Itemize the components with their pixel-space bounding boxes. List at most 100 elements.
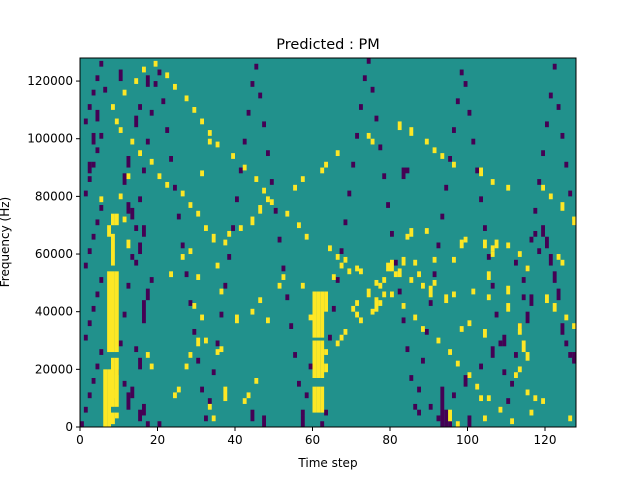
heatmap-cell-high [347,268,352,275]
heatmap-cell-low [471,138,476,145]
heatmap-cell-low [242,138,247,145]
heatmap-cell-high [506,184,511,191]
heatmap-cell-high [320,167,325,174]
heatmap-cell-high [374,279,379,286]
heatmap-cell-high [200,170,204,177]
heatmap-cell-high [324,349,328,355]
heatmap-cell-low [537,248,542,255]
heatmap-cell-low [83,334,88,341]
heatmap-cell-high [258,297,263,304]
heatmap-cell-high [517,323,522,335]
heatmap-cell-low [83,190,88,197]
heatmap-cell-high [269,199,274,206]
heatmap-cell-high [355,265,359,272]
heatmap-cell-low [289,323,294,329]
heatmap-cell-low [142,403,146,416]
heatmap-cell-high [432,279,437,286]
heatmap-cell-low [126,282,131,289]
heatmap-cell-high [432,147,437,154]
heatmap-cell-low [173,184,177,191]
heatmap-cells [80,58,576,427]
heatmap-cell-high [308,314,313,321]
heatmap-cell-low [91,377,96,384]
heatmap-cell-high [483,415,487,422]
heatmap-cell-low [417,409,421,416]
heatmap-cell-low [126,156,131,168]
heatmap-cell-high [393,271,398,278]
heatmap-cell-low [343,219,348,226]
heatmap-cell-low [362,75,367,82]
heatmap-cell-low [99,205,104,211]
heatmap-cell-low [180,242,185,249]
heatmap-cell-low [300,415,305,427]
heatmap-cell-high [285,210,290,217]
heatmap-cell-low [149,277,154,283]
heatmap-cell-low [413,403,418,410]
heatmap-cell-low [355,132,359,139]
heatmap-cell-high [149,158,154,165]
heatmap-cell-high [479,167,483,177]
heatmap-cell-high [506,242,511,249]
heatmap-cell-low [444,184,449,191]
heatmap-cell-high [494,239,499,249]
heatmap-cell-low [335,277,340,283]
heatmap-cell-high [118,127,123,133]
heatmap-cell-low [564,340,569,347]
heatmap-cell-low [262,415,266,427]
heatmap-cell-high [99,196,104,203]
x-tick-label: 40 [227,433,242,447]
heatmap-cell-high [517,366,522,373]
heatmap-cell-high [421,282,425,289]
heatmap-cell-low [428,300,433,306]
heatmap-cell-high [568,415,573,422]
y-tick-label: 20000 [35,362,73,376]
heatmap-cell-high [359,317,363,324]
heatmap-cell-high [335,340,340,347]
heatmap-cell-high [459,326,464,332]
heatmap-cell-low [157,421,162,427]
heatmap-cell-low [382,173,387,180]
heatmap-cell-low [490,282,495,289]
heatmap-cell-low [560,132,565,139]
y-tick-label: 100000 [27,132,73,146]
heatmap-cell-high [258,205,263,214]
heatmap-cell-high [405,233,410,240]
heatmap-cell-high [417,271,421,278]
y-tick-label: 40000 [35,305,73,319]
heatmap-cell-low [138,242,142,255]
heatmap-cell-high [219,346,224,353]
heatmap-cell-low [339,248,344,255]
heatmap-cell-low [207,398,212,404]
heatmap-cell-low [188,300,193,306]
heatmap-cell-high [111,233,115,266]
heatmap-cell-high [192,107,197,113]
heatmap-cell-high [572,216,576,226]
heatmap-cell-low [529,236,534,243]
heatmap-cell-low [448,421,452,427]
heatmap-cell-high [215,349,220,355]
heatmap-cell-high [564,314,569,321]
heatmap-cell-high [107,369,111,427]
heatmap-cell-high [254,377,259,384]
heatmap-cell-high [335,254,340,260]
heatmap-cell-high [541,184,545,191]
heatmap-cell-high [126,239,131,249]
heatmap-cell-high [479,395,483,402]
heatmap-cell-low [428,403,433,410]
plot-frame [79,57,577,428]
heatmap-cell-low [122,311,127,318]
heatmap-cell-high [207,403,212,410]
heatmap-cell-high [452,256,456,263]
heatmap-cell-low [548,92,553,99]
heatmap-cell-low [246,109,251,116]
heatmap-cell-low [134,225,139,231]
heatmap-cell-high [211,233,216,243]
heatmap-cell-high [556,254,561,260]
heatmap-cell-high [440,153,445,159]
heatmap-cell-high [111,213,115,226]
heatmap-cell-low [479,196,483,203]
heatmap-cell-high [382,277,387,283]
heatmap-cell-low [126,392,131,410]
heatmap-cell-low [452,127,456,133]
heatmap-cell-high [355,311,359,318]
